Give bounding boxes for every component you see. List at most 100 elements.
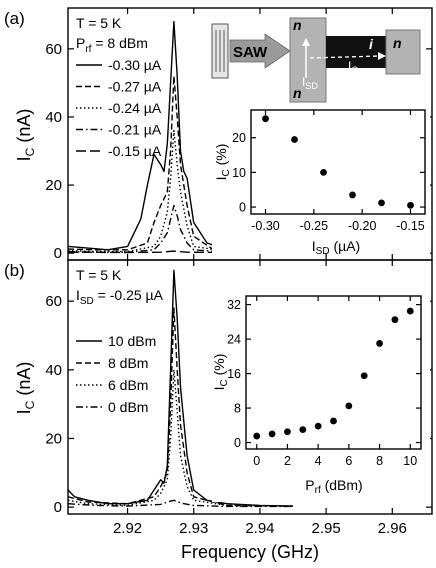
series-line (67, 75, 294, 253)
panel-b-bias-value: = -0.25 µA (94, 287, 164, 303)
panel-a-letter: (a) (4, 9, 25, 28)
panel-b-inset-ylabel-main: I (211, 387, 227, 391)
n-label-right: n (393, 35, 402, 51)
n-region-left (289, 17, 327, 103)
legend-label: 10 dBm (108, 333, 156, 349)
panel-a-y-tick-label: 60 (45, 41, 62, 58)
panel-a-inset-bg (212, 104, 430, 254)
legend-label: 0 dBm (108, 399, 148, 415)
inset-x-tick-label: -0.20 (348, 219, 377, 233)
inset-data-point (345, 402, 353, 410)
legend-label: 8 dBm (108, 355, 148, 371)
inset-x-tick-label: 6 (345, 454, 352, 468)
panel-b-x-tick-label: 2.94 (245, 520, 274, 537)
inset-y-tick-label: 0 (234, 436, 241, 450)
panel-b-inset-xlabel-unit: (dBm) (321, 477, 363, 493)
svg-text:IC (%): IC (%) (213, 144, 232, 181)
series-line (67, 129, 294, 253)
panel-a-y-tick-label: 40 (45, 109, 62, 126)
legend-label: -0.21 µA (108, 122, 162, 138)
inset-data-point (360, 372, 368, 380)
panel-b-ylabel-sub: C (23, 400, 37, 409)
isd-label-main: I (302, 75, 305, 89)
panel-b-y-tick-label: 0 (54, 499, 62, 516)
inset-x-tick-label: 2 (284, 454, 291, 468)
panel-b-ylabel-main: I (14, 409, 34, 414)
i-label: i (369, 36, 374, 52)
panel-a-inset-x-ticks: -0.30 -0.25 -0.20 -0.15 (251, 110, 425, 233)
series-line (67, 499, 293, 508)
inset-x-tick-label: 4 (315, 454, 322, 468)
panel-a-legend: -0.30 µA -0.27 µA -0.24 µA -0.21 µA -0.15 µA (76, 57, 162, 159)
panel-a-ylabel-unit: (nA) (14, 109, 34, 148)
legend-label: -0.27 µA (108, 79, 162, 95)
inset-data-point (291, 136, 298, 143)
figure-xlabel: Frequency (GHz) (181, 542, 319, 562)
panel-b-inset-y-ticks: 0 8 16 24 32 (227, 298, 421, 450)
ic-label: IC (348, 59, 358, 75)
panel-a-inset-xlabel: ISD (µA) (312, 238, 360, 257)
panel-b-x-tick-label: 2.93 (179, 520, 208, 537)
legend-label: -0.15 µA (108, 143, 162, 159)
panel-a-power-value: = 8 dBm (91, 35, 147, 51)
inset-data-point (406, 307, 414, 315)
panel-a-inset-ylabel-main: I (213, 177, 229, 181)
panel-b-inset-points (253, 307, 414, 440)
panel-b-x-tick-label: 2.96 (378, 520, 407, 537)
inset-x-tick-label: -0.15 (396, 219, 425, 233)
panel-a-temperature: T = 5 K (76, 15, 122, 31)
panel-b-inset-xlabel-main: P (305, 477, 314, 493)
inset-data-point (314, 422, 322, 430)
inset-data-point (391, 316, 399, 324)
panel-a-power: Prf = 8 dBm (76, 35, 148, 55)
panel-b-bias-sub: SD (80, 296, 94, 307)
panel-b-y-tick-label: 60 (45, 293, 62, 310)
ic-label-main: I (348, 59, 351, 73)
panel-b-inset-frame (245, 295, 422, 450)
inset-y-tick-label: 20 (232, 131, 246, 145)
panel-b-ylabel-unit: (nA) (14, 362, 34, 401)
legend-label: -0.30 µA (108, 57, 162, 73)
saw-arrow (229, 33, 291, 69)
inset-x-tick-label: 8 (376, 454, 383, 468)
inset-data-point (407, 201, 414, 209)
series-line (67, 369, 294, 507)
panel-a-ylabel-main: I (14, 156, 34, 161)
inset-y-tick-label: 16 (227, 367, 241, 381)
channel-region (326, 36, 386, 68)
ic-label-sub: C (351, 65, 358, 75)
svg-text:IC (%): IC (%) (211, 354, 230, 391)
panel-b-inset-bg (212, 290, 430, 502)
panel-b-frame (67, 259, 433, 515)
inset-data-point (320, 169, 327, 176)
inset-data-point (262, 115, 269, 123)
inset-x-tick-label: -0.30 (251, 219, 280, 233)
panel-a-inset-y-ticks: 0 10 20 (232, 131, 425, 215)
device-schematic: SAW n n n i ISD IC (211, 17, 421, 103)
panel-a-power-main: P (76, 35, 85, 51)
inset-x-tick-label: 10 (403, 454, 417, 468)
panel-a-inset-xlabel-main: I (312, 238, 316, 254)
panel-b-legend: 10 dBm 8 dBm 6 dBm 0 dBm (76, 333, 156, 415)
panel-b-letter: (b) (4, 261, 25, 280)
panel-b-y-tick-label: 40 (45, 362, 62, 379)
inset-y-tick-label: 0 (239, 201, 246, 215)
n-label-top: n (293, 17, 302, 33)
panel-b-temperature: T = 5 K (76, 267, 122, 283)
ic-arrow-line (309, 55, 381, 59)
panel-a-y-ticks: 0 20 40 60 (45, 41, 432, 262)
inset-data-point (268, 430, 276, 438)
inset-data-point (378, 199, 385, 207)
inset-data-point (330, 417, 337, 425)
panel-b-series (67, 269, 294, 508)
panel-a-inset-ylabel: IC (%) (213, 144, 232, 181)
panel-a-inset-xlabel-unit: (µA) (330, 238, 361, 254)
panel-a-x-ticks (126, 8, 393, 260)
panel-a-y-tick-label: 20 (45, 177, 62, 194)
panel-b-inset-ylabel: IC (%) (211, 354, 230, 391)
series-line (67, 20, 294, 253)
inset-data-point (284, 428, 291, 436)
panel-a-inset-xlabel-sub: SD (316, 246, 330, 257)
